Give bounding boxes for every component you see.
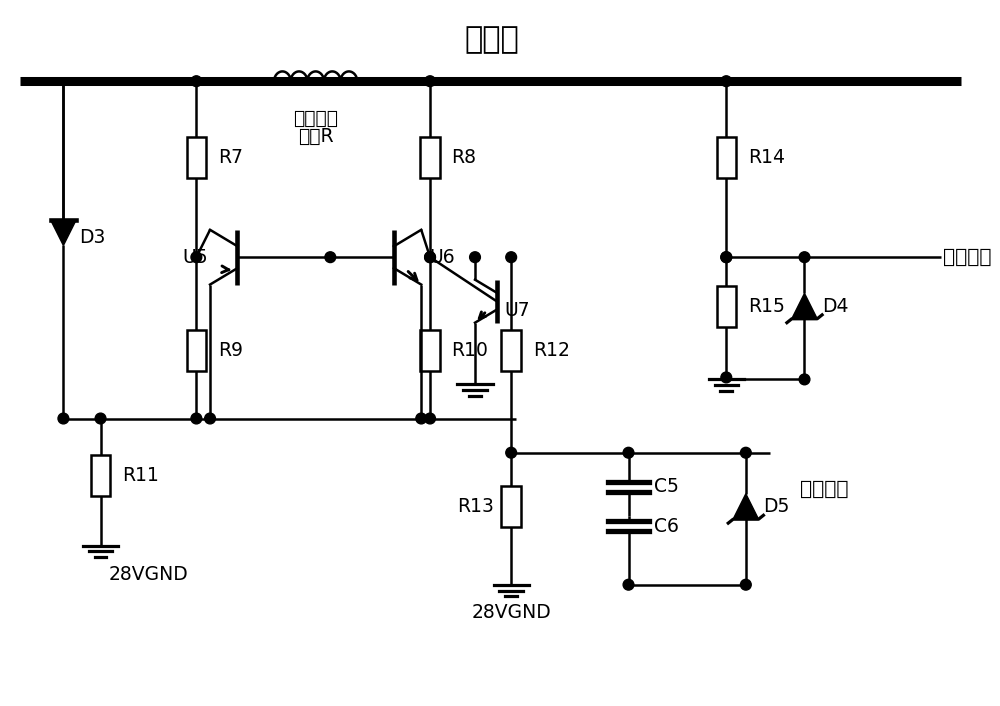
Circle shape bbox=[721, 252, 732, 263]
Circle shape bbox=[721, 252, 732, 263]
Circle shape bbox=[623, 448, 634, 458]
Polygon shape bbox=[51, 220, 76, 246]
Bar bbox=[420, 330, 440, 371]
Circle shape bbox=[425, 252, 435, 263]
Circle shape bbox=[58, 413, 69, 424]
Circle shape bbox=[205, 413, 215, 424]
Circle shape bbox=[506, 252, 517, 263]
Circle shape bbox=[425, 76, 435, 87]
Bar bbox=[501, 486, 521, 527]
Bar bbox=[501, 330, 521, 371]
Text: C5: C5 bbox=[654, 477, 679, 496]
Circle shape bbox=[470, 252, 480, 263]
Text: D3: D3 bbox=[79, 228, 105, 247]
Circle shape bbox=[95, 413, 106, 424]
Bar bbox=[717, 137, 736, 178]
Text: R10: R10 bbox=[452, 340, 488, 359]
Circle shape bbox=[799, 252, 810, 263]
Bar bbox=[91, 455, 110, 496]
Text: R12: R12 bbox=[533, 340, 570, 359]
Circle shape bbox=[425, 413, 435, 424]
Circle shape bbox=[623, 580, 634, 590]
Text: R8: R8 bbox=[452, 148, 477, 167]
Circle shape bbox=[416, 413, 427, 424]
Text: D4: D4 bbox=[822, 297, 849, 316]
Text: R14: R14 bbox=[748, 148, 785, 167]
Text: 28VGND: 28VGND bbox=[108, 566, 188, 585]
Text: U6: U6 bbox=[429, 248, 455, 267]
Circle shape bbox=[191, 413, 202, 424]
Text: R9: R9 bbox=[218, 340, 243, 359]
Bar bbox=[187, 137, 206, 178]
Text: 28VGND: 28VGND bbox=[471, 603, 551, 621]
Text: 电压遥测: 电压遥测 bbox=[943, 248, 992, 267]
Bar bbox=[717, 285, 736, 327]
Polygon shape bbox=[792, 294, 817, 319]
Text: 电阻R: 电阻R bbox=[298, 126, 333, 145]
Bar bbox=[187, 330, 206, 371]
Text: D5: D5 bbox=[763, 497, 790, 516]
Text: R11: R11 bbox=[122, 466, 159, 485]
Circle shape bbox=[721, 372, 732, 383]
Text: 电流采样: 电流采样 bbox=[293, 109, 338, 128]
Text: U5: U5 bbox=[183, 248, 208, 267]
Circle shape bbox=[191, 76, 202, 87]
Text: U7: U7 bbox=[504, 301, 530, 321]
Circle shape bbox=[799, 374, 810, 385]
Polygon shape bbox=[733, 493, 759, 519]
Circle shape bbox=[325, 252, 336, 263]
Text: 电流遥测: 电流遥测 bbox=[800, 479, 848, 498]
Bar bbox=[420, 137, 440, 178]
Circle shape bbox=[740, 448, 751, 458]
Text: R15: R15 bbox=[748, 297, 785, 316]
Circle shape bbox=[425, 252, 435, 263]
Text: C6: C6 bbox=[654, 517, 679, 536]
Text: R7: R7 bbox=[218, 148, 243, 167]
Circle shape bbox=[740, 580, 751, 590]
Circle shape bbox=[721, 76, 732, 87]
Text: R13: R13 bbox=[457, 497, 494, 516]
Circle shape bbox=[191, 252, 202, 263]
Text: 功率线: 功率线 bbox=[464, 25, 519, 54]
Circle shape bbox=[506, 448, 517, 458]
